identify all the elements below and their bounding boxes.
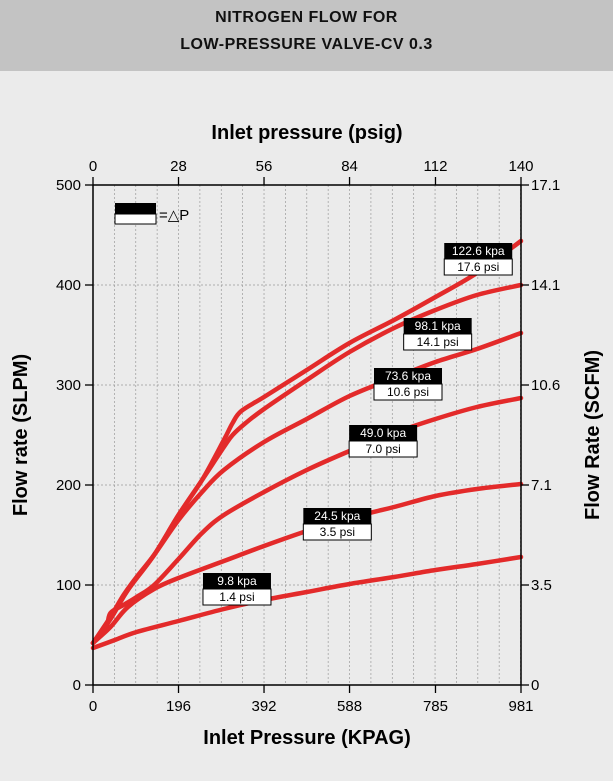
x2-tick-label: 112 bbox=[424, 158, 448, 175]
x2-tick-label: 140 bbox=[508, 158, 533, 175]
x2-tick-label: 28 bbox=[170, 158, 187, 175]
x2-tick-label: 84 bbox=[341, 158, 358, 175]
series-label-kpa-box bbox=[202, 573, 271, 589]
y-tick-label: 0 bbox=[73, 677, 81, 694]
series-label-psi-box bbox=[403, 333, 473, 351]
axes bbox=[92, 184, 522, 686]
series-label-psi-box bbox=[373, 383, 443, 401]
y2-axis-title: Flow Rate (SCFM) bbox=[582, 350, 604, 520]
chart-title-line-1: NITROGEN FLOW FOR bbox=[215, 9, 398, 26]
x-tick-label: 785 bbox=[423, 698, 448, 715]
series-label-psi: 7.0 psi bbox=[365, 442, 400, 456]
x-tick-label: 981 bbox=[508, 698, 533, 715]
y-tick-label: 100 bbox=[56, 577, 81, 594]
series-label-psi: 3.5 psi bbox=[320, 525, 355, 539]
series-label-kpa-box bbox=[303, 508, 372, 524]
series-label: 24.5 kpa 3.5 psi bbox=[302, 508, 372, 541]
series-label-kpa-box bbox=[374, 368, 443, 384]
y-tick-label: 400 bbox=[56, 277, 81, 294]
series-labels: 9.8 kpa 1.4 psi 24.5 kpa 3.5 psi 49.0 kpa 7.0… bbox=[202, 243, 513, 606]
flow-curve bbox=[90, 554, 524, 651]
series-label-psi-box bbox=[202, 588, 272, 606]
series-label-kpa-box bbox=[349, 425, 418, 441]
series-label-psi: 10.6 psi bbox=[387, 385, 429, 399]
series-label-kpa: 49.0 kpa bbox=[360, 426, 406, 440]
series-label: 98.1 kpa 14.1 psi bbox=[403, 318, 473, 351]
series-label: 122.6 kpa 17.6 psi bbox=[443, 243, 513, 276]
x-tick-label: 0 bbox=[89, 698, 97, 715]
x-tick-label: 588 bbox=[337, 698, 362, 715]
chart-header: NITROGEN FLOW FOR LOW-PRESSURE VALVE-CV … bbox=[0, 0, 613, 71]
series-label-kpa: 122.6 kpa bbox=[452, 244, 505, 258]
y-tick-label: 500 bbox=[56, 177, 81, 194]
y2-tick-label: 3.5 bbox=[531, 577, 552, 594]
series-label-kpa: 24.5 kpa bbox=[314, 509, 360, 523]
y2-tick-label: 17.1 bbox=[531, 177, 560, 194]
y2-tick-label: 10.6 bbox=[531, 377, 560, 394]
series-label-psi: 1.4 psi bbox=[219, 590, 254, 604]
tick-marks bbox=[85, 177, 529, 693]
chart-title-line-2: LOW-PRESSURE VALVE-CV 0.3 bbox=[180, 36, 433, 53]
series-label-psi-box bbox=[443, 258, 513, 276]
x2-tick-label: 56 bbox=[256, 158, 273, 175]
y-axis-title: Flow rate (SLPM) bbox=[10, 354, 32, 516]
x2-axis-title: Inlet pressure (psig) bbox=[211, 122, 402, 144]
series-label-kpa: 73.6 kpa bbox=[385, 369, 431, 383]
legend-swatch-bottom bbox=[114, 213, 157, 225]
series-label-psi: 17.6 psi bbox=[457, 260, 499, 274]
series-label: 49.0 kpa 7.0 psi bbox=[348, 425, 418, 458]
series-label: 9.8 kpa 1.4 psi bbox=[202, 573, 272, 606]
series-label-kpa: 98.1 kpa bbox=[415, 319, 461, 333]
x-tick-label: 196 bbox=[166, 698, 191, 715]
legend: =△P bbox=[114, 203, 189, 225]
series-label-psi: 14.1 psi bbox=[417, 335, 459, 349]
series-label-kpa: 9.8 kpa bbox=[217, 574, 257, 588]
legend-text: =△P bbox=[159, 207, 189, 224]
series-label-kpa-box bbox=[444, 243, 513, 259]
x-tick-label: 392 bbox=[252, 698, 277, 715]
x2-tick-label: 0 bbox=[89, 158, 97, 175]
y2-tick-label: 14.1 bbox=[531, 277, 560, 294]
series-label: 73.6 kpa 10.6 psi bbox=[373, 368, 443, 401]
legend-swatch-top bbox=[115, 203, 156, 214]
y-tick-label: 200 bbox=[56, 477, 81, 494]
series-label-psi-box bbox=[348, 440, 418, 458]
series-label-kpa-box bbox=[403, 318, 472, 334]
flow-curve bbox=[90, 238, 524, 646]
y2-tick-label: 7.1 bbox=[531, 477, 552, 494]
x-axis-title: Inlet Pressure (KPAG) bbox=[203, 727, 410, 749]
flow-curve bbox=[90, 481, 524, 646]
y2-tick-label: 0 bbox=[531, 677, 539, 694]
y-tick-label: 300 bbox=[56, 377, 81, 394]
series-label-psi-box bbox=[302, 523, 372, 541]
